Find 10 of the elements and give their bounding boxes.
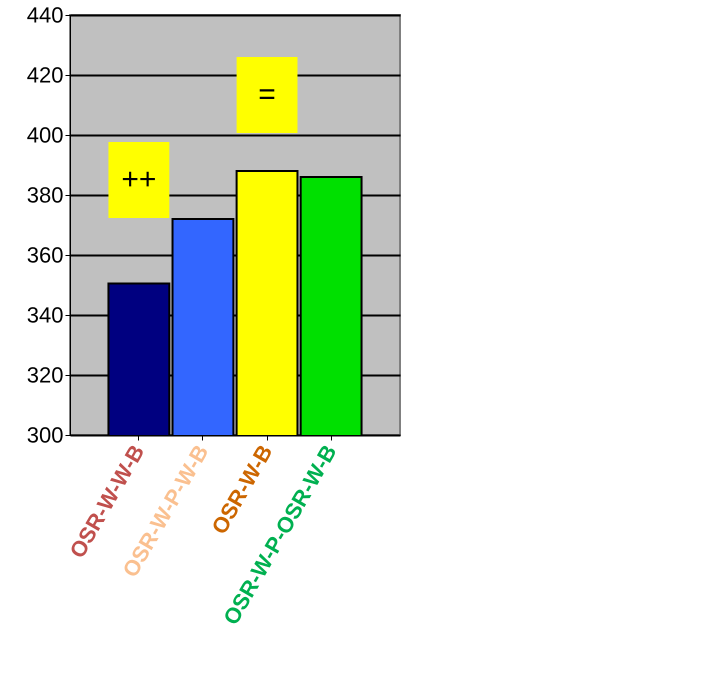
y-tick-label: 380 xyxy=(26,182,64,208)
y-tick-label: 440 xyxy=(26,2,64,28)
y-tick-label: 300 xyxy=(26,422,64,448)
y-tick-label: 360 xyxy=(26,242,64,268)
y-tick-label: 340 xyxy=(26,302,64,328)
annotation: ++ xyxy=(121,163,156,196)
annotation: = xyxy=(258,78,276,111)
y-tick-label: 320 xyxy=(26,362,64,388)
y-tick-label: 420 xyxy=(26,62,64,88)
y-tick-label: 400 xyxy=(26,122,64,148)
